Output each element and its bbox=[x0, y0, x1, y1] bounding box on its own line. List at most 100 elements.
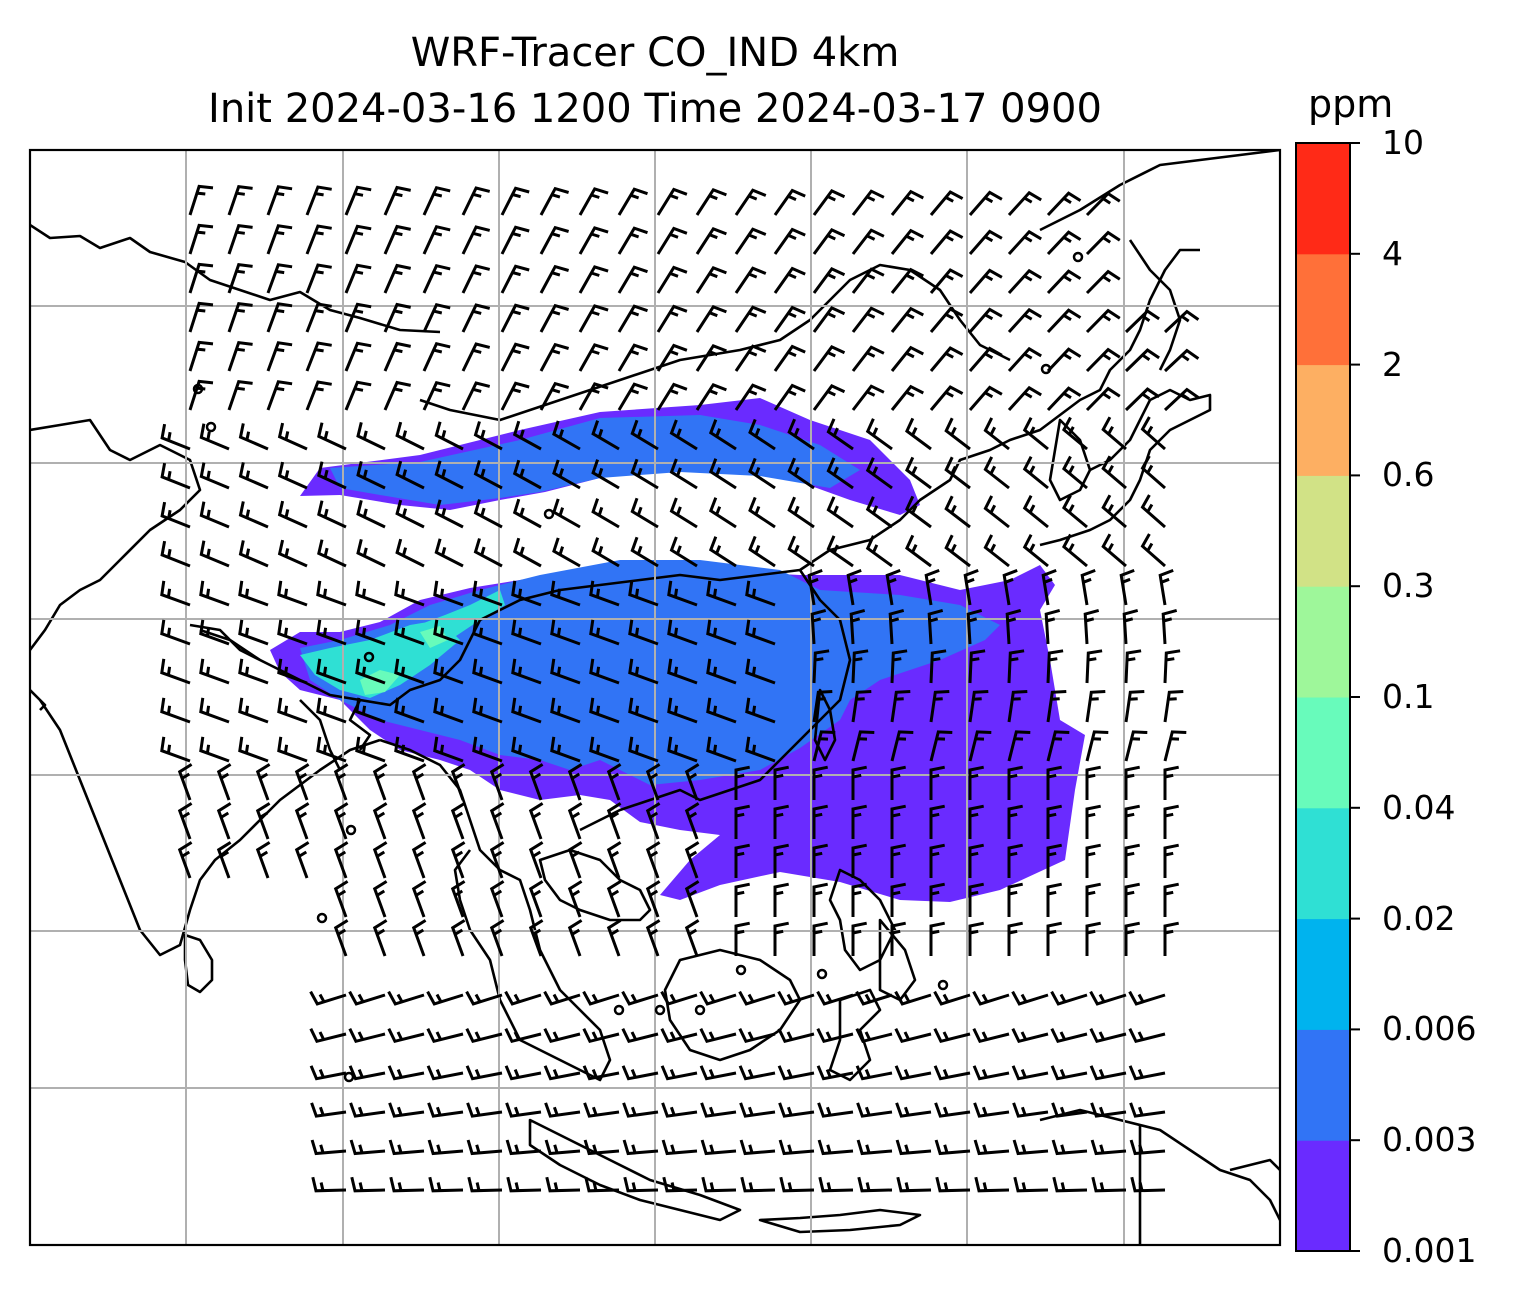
wind-barb bbox=[667, 697, 698, 724]
wind-barb bbox=[1085, 804, 1102, 839]
wind-barb bbox=[617, 382, 648, 411]
wind-barb bbox=[1046, 649, 1064, 684]
wind-barb bbox=[630, 497, 659, 529]
wind-barb bbox=[1085, 386, 1121, 412]
wind-barb bbox=[461, 381, 491, 411]
wind-barb bbox=[504, 990, 542, 1006]
wind-barb bbox=[411, 841, 427, 879]
wind-barb bbox=[1061, 416, 1088, 451]
wind-barb bbox=[344, 302, 372, 333]
wind-barb bbox=[684, 802, 700, 840]
wind-barb bbox=[1007, 730, 1031, 762]
wind-barb bbox=[656, 382, 688, 411]
wind-barb bbox=[734, 765, 751, 800]
wind-barb bbox=[1163, 387, 1200, 412]
wind-barb bbox=[890, 228, 924, 255]
wind-barb bbox=[591, 537, 620, 568]
wind-barb bbox=[890, 690, 911, 723]
wind-barb bbox=[309, 1065, 347, 1081]
wind-barb bbox=[1085, 191, 1121, 217]
wind-barb bbox=[1005, 608, 1022, 645]
wind-barb bbox=[934, 1139, 971, 1156]
wind-barb bbox=[851, 804, 868, 839]
wind-barb bbox=[589, 619, 620, 646]
wind-barb bbox=[511, 697, 542, 724]
wind-barb bbox=[816, 1065, 854, 1081]
wind-barb bbox=[905, 456, 932, 490]
wind-barb bbox=[734, 344, 767, 372]
wind-barb bbox=[422, 380, 451, 411]
wind-barb bbox=[238, 423, 269, 451]
wind-barb bbox=[1007, 882, 1024, 917]
wind-barb bbox=[929, 804, 946, 839]
wind-barb bbox=[1013, 1176, 1049, 1193]
wind-barb bbox=[1163, 804, 1180, 839]
wind-barb bbox=[738, 1065, 776, 1081]
wind-barb bbox=[606, 880, 622, 918]
wind-barb bbox=[851, 765, 868, 800]
wind-barb bbox=[1007, 385, 1042, 412]
wind-barb bbox=[472, 697, 503, 724]
colorbar-segment bbox=[1296, 807, 1350, 920]
wind-barb bbox=[394, 697, 425, 724]
wind-barb bbox=[622, 1139, 659, 1156]
wind-barb bbox=[422, 263, 451, 294]
wind-barb bbox=[472, 658, 503, 685]
wind-barb bbox=[1124, 804, 1141, 839]
wind-barb bbox=[933, 990, 971, 1006]
wind-barb bbox=[1007, 268, 1042, 295]
wind-barb bbox=[773, 843, 790, 878]
wind-barb bbox=[583, 1139, 620, 1156]
wind-barb bbox=[512, 459, 542, 490]
wind-barb bbox=[411, 919, 427, 957]
wind-barb bbox=[695, 304, 727, 333]
wind-barb bbox=[773, 383, 806, 411]
colorbar bbox=[1296, 142, 1360, 1252]
map-title-line2: Init 2024-03-16 1200 Time 2024-03-17 090… bbox=[208, 86, 1102, 132]
wind-barb bbox=[812, 882, 829, 917]
wind-barb bbox=[745, 658, 776, 685]
wind-barb bbox=[968, 268, 1003, 294]
colorbar-tick-label: 0.02 bbox=[1382, 898, 1456, 938]
wind-barb bbox=[1140, 416, 1166, 451]
wind-barb bbox=[512, 498, 542, 529]
wind-barb bbox=[812, 690, 833, 723]
wind-barb bbox=[929, 690, 950, 723]
wind-barb bbox=[528, 841, 544, 879]
wind-barb bbox=[539, 186, 570, 216]
wind-barb bbox=[550, 580, 581, 607]
wind-barb bbox=[773, 765, 790, 800]
wind-barb bbox=[316, 736, 347, 763]
calm-wind-marker bbox=[205, 421, 217, 433]
wind-barb bbox=[528, 763, 544, 801]
wind-barb bbox=[305, 263, 332, 294]
coast-arabia-india bbox=[30, 223, 441, 957]
wind-barb bbox=[890, 267, 924, 294]
wind-barb bbox=[177, 763, 193, 801]
wind-barb bbox=[856, 1102, 893, 1118]
wind-barb bbox=[199, 462, 230, 490]
wind-barb bbox=[851, 690, 872, 723]
wind-barb bbox=[395, 538, 425, 568]
wind-barb bbox=[309, 1028, 347, 1044]
wind-barb bbox=[1130, 1176, 1166, 1193]
wind-barb bbox=[1007, 346, 1042, 373]
wind-barb bbox=[1163, 882, 1180, 917]
wind-barb bbox=[623, 1176, 659, 1193]
wind-barb bbox=[1046, 386, 1082, 412]
wind-barb bbox=[1101, 455, 1127, 490]
wind-barb bbox=[812, 843, 829, 878]
wind-barb bbox=[944, 534, 971, 568]
coast-se-asia bbox=[379, 738, 652, 1082]
wind-barb bbox=[1085, 690, 1106, 723]
wind-barb bbox=[812, 345, 846, 372]
wind-barb bbox=[188, 184, 214, 216]
wind-barb bbox=[972, 990, 1010, 1006]
wind-barb bbox=[1046, 308, 1082, 334]
wind-barb bbox=[434, 538, 464, 568]
wind-barb bbox=[934, 1102, 971, 1118]
wind-barb bbox=[294, 763, 310, 801]
wind-barb bbox=[422, 302, 451, 333]
wind-barb bbox=[552, 459, 581, 490]
wind-barb bbox=[422, 341, 451, 372]
